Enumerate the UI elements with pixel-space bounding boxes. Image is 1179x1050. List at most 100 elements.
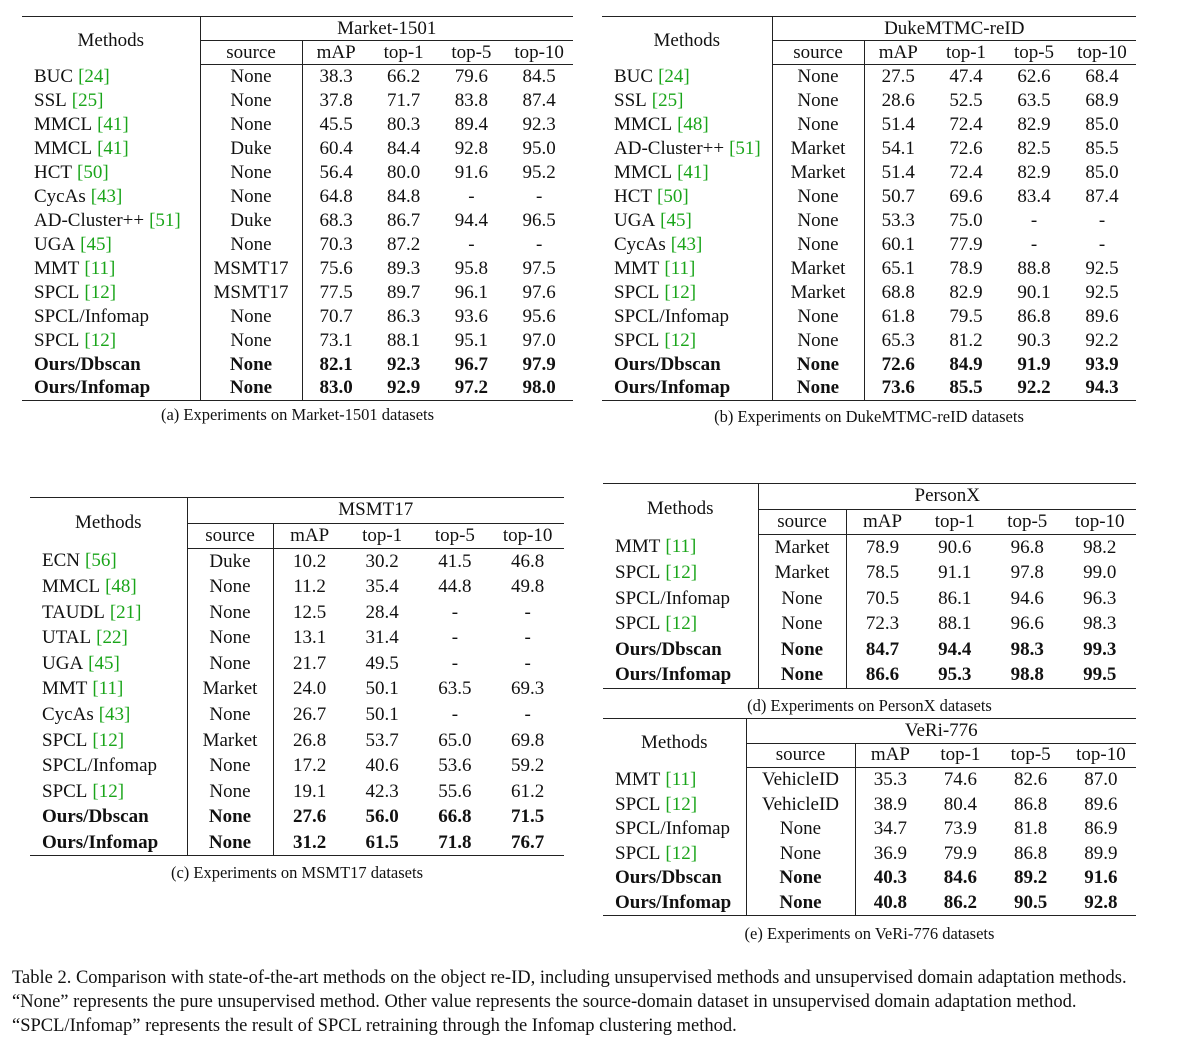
citation: [12] [665,842,698,864]
sub-caption: (e) Experiments on VeRi-776 datasets [744,924,995,943]
table-row: MMT [11] MSMT17 75.6 89.3 95.8 97.5 [22,256,573,281]
citation: [11] [92,678,124,700]
table-row: SPCL [12] Market 26.8 53.7 65.0 69.8 [30,727,564,754]
method-cell: SSL [25] [22,88,201,113]
value-cell: 38.3 [319,65,353,87]
method-cell: UGA [45] [30,651,188,677]
value-cell: 75.6 [319,257,353,279]
table-row: UGA [45] None 53.3 75.0- - [602,208,1136,233]
method-cell: SPCL [12] [30,779,188,805]
value-cell: None [187,830,274,856]
value-cell: None [200,64,303,89]
citation: [21] [109,601,142,623]
method-name: BUC [34,65,74,87]
value-cell: 96.1 [454,281,488,303]
method-cell: MMCL [41] [22,112,201,137]
value-cell: None [772,208,865,233]
value-cell: 87.2 [387,233,421,255]
citation: [11] [84,257,116,279]
value-cell: 79.6 [454,65,488,87]
table-row: Ours/Infomap None 40.8 86.2 90.5 92.8 [603,890,1136,916]
value-cell: 52.5 [949,89,983,111]
value-cell: 79.9 [943,842,977,864]
method-name: MMCL [614,113,673,135]
value-cell: 92.2 [1085,329,1119,351]
method-cell: SPCL [12] [603,560,759,586]
table-row: MMCL [41] Duke 60.4 84.4 92.8 95.0 [22,136,573,161]
method-name: CycAs [614,233,666,255]
header-row: Methods PersonX [603,483,1137,535]
value-cell: 60.4 [319,137,353,159]
value-cell: - [1030,233,1038,255]
value-cell: 50.1 [365,678,399,700]
value-cell: 40.3 [873,867,907,889]
value-cell: 35.4 [365,576,399,598]
value-cell: None [200,232,303,257]
column-header: top-10 [1063,509,1137,536]
value-cell: 88.1 [387,329,421,351]
value-cell: 92.8 [1084,891,1118,913]
results-table: Methods Market-1501 source mAP top-1 top-5 top… [22,16,574,401]
results-table: Methods DukeMTMC-reID source mAP top-1 top-5 t… [602,16,1136,401]
method-name: Ours/Dbscan [34,353,141,375]
value-cell: 72.3 [865,613,900,635]
value-cell: 53.3 [881,209,915,231]
value-cell: 82.9 [1017,113,1051,135]
sub-caption: (d) Experiments on PersonX datasets [747,696,992,715]
method-cell: CycAs [43] [22,184,201,209]
value-cell: 73.9 [943,818,977,840]
method-name: CycAs [42,704,94,726]
value-cell: Market [772,160,865,185]
value-cell: 70.3 [319,233,353,255]
value-cell: 89.6 [1084,793,1118,815]
table-row: SPCL/Infomap None 61.8 79.5 86.8 89.6 [602,304,1136,329]
method-name: SPCL/Infomap [615,587,731,609]
table-row: MMT [11] Market 24.0 50.1 63.5 69.3 [30,676,564,703]
value-cell: 75.0 [949,209,983,231]
value-cell: None [746,866,856,891]
method-name: MMT [42,678,88,700]
value-cell: - [451,704,459,726]
methods-header: Methods [30,497,188,549]
value-cell: 86.8 [1014,793,1048,815]
value-cell: 80.3 [387,113,421,135]
method-cell: UTAL [22] [30,625,188,652]
value-cell: 91.6 [1084,867,1118,889]
method-name: SPCL/Infomap [614,305,730,327]
value-cell: 97.8 [1010,562,1044,584]
value-cell: None [187,779,274,805]
table-row: MMT [11] Market 65.1 78.9 88.8 92.5 [602,256,1136,281]
value-cell: 83.8 [454,89,488,111]
results-table: Methods VeRi-776 source mAP top-1 top-5 top-10… [603,718,1137,916]
value-cell: 92.8 [454,137,488,159]
table-row: SPCL [12] VehicleID 38.9 80.4 86.8 89.6 [603,792,1136,817]
header-row: Methods MSMT17 [30,497,564,549]
value-cell: None [772,328,865,353]
citation: [11] [665,536,697,558]
method-cell: AD-Cluster++ [51] [22,208,201,233]
value-cell: 60.1 [881,233,915,255]
value-cell: 61.5 [365,831,399,853]
header-row: source mAP top-1 top-5 top-10 [603,509,1137,536]
value-cell: None [758,662,847,689]
value-cell: 83.0 [319,377,353,399]
method-cell: SPCL/Infomap [603,816,747,842]
value-cell: 91.9 [1017,353,1051,375]
column-header: top-10 [1068,40,1136,65]
value-cell: 26.8 [293,729,327,751]
value-cell: 51.4 [881,113,915,135]
value-cell: 89.3 [387,257,421,279]
method-cell: SPCL [12] [22,328,201,353]
table-row: SPCL/Infomap None 70.7 86.3 93.6 95.6 [22,304,573,329]
method-name: AD-Cluster++ [34,209,145,231]
value-cell: 66.8 [438,806,472,828]
citation: [50] [657,185,689,207]
value-cell: 97.5 [522,257,556,279]
value-cell: 19.1 [293,780,327,802]
column-header: mAP [864,40,932,65]
method-name: HCT [34,161,72,183]
value-cell: 91.6 [454,161,488,183]
dataset-title: VeRi-776 [746,718,1137,744]
method-cell: MMCL [48] [30,574,188,600]
